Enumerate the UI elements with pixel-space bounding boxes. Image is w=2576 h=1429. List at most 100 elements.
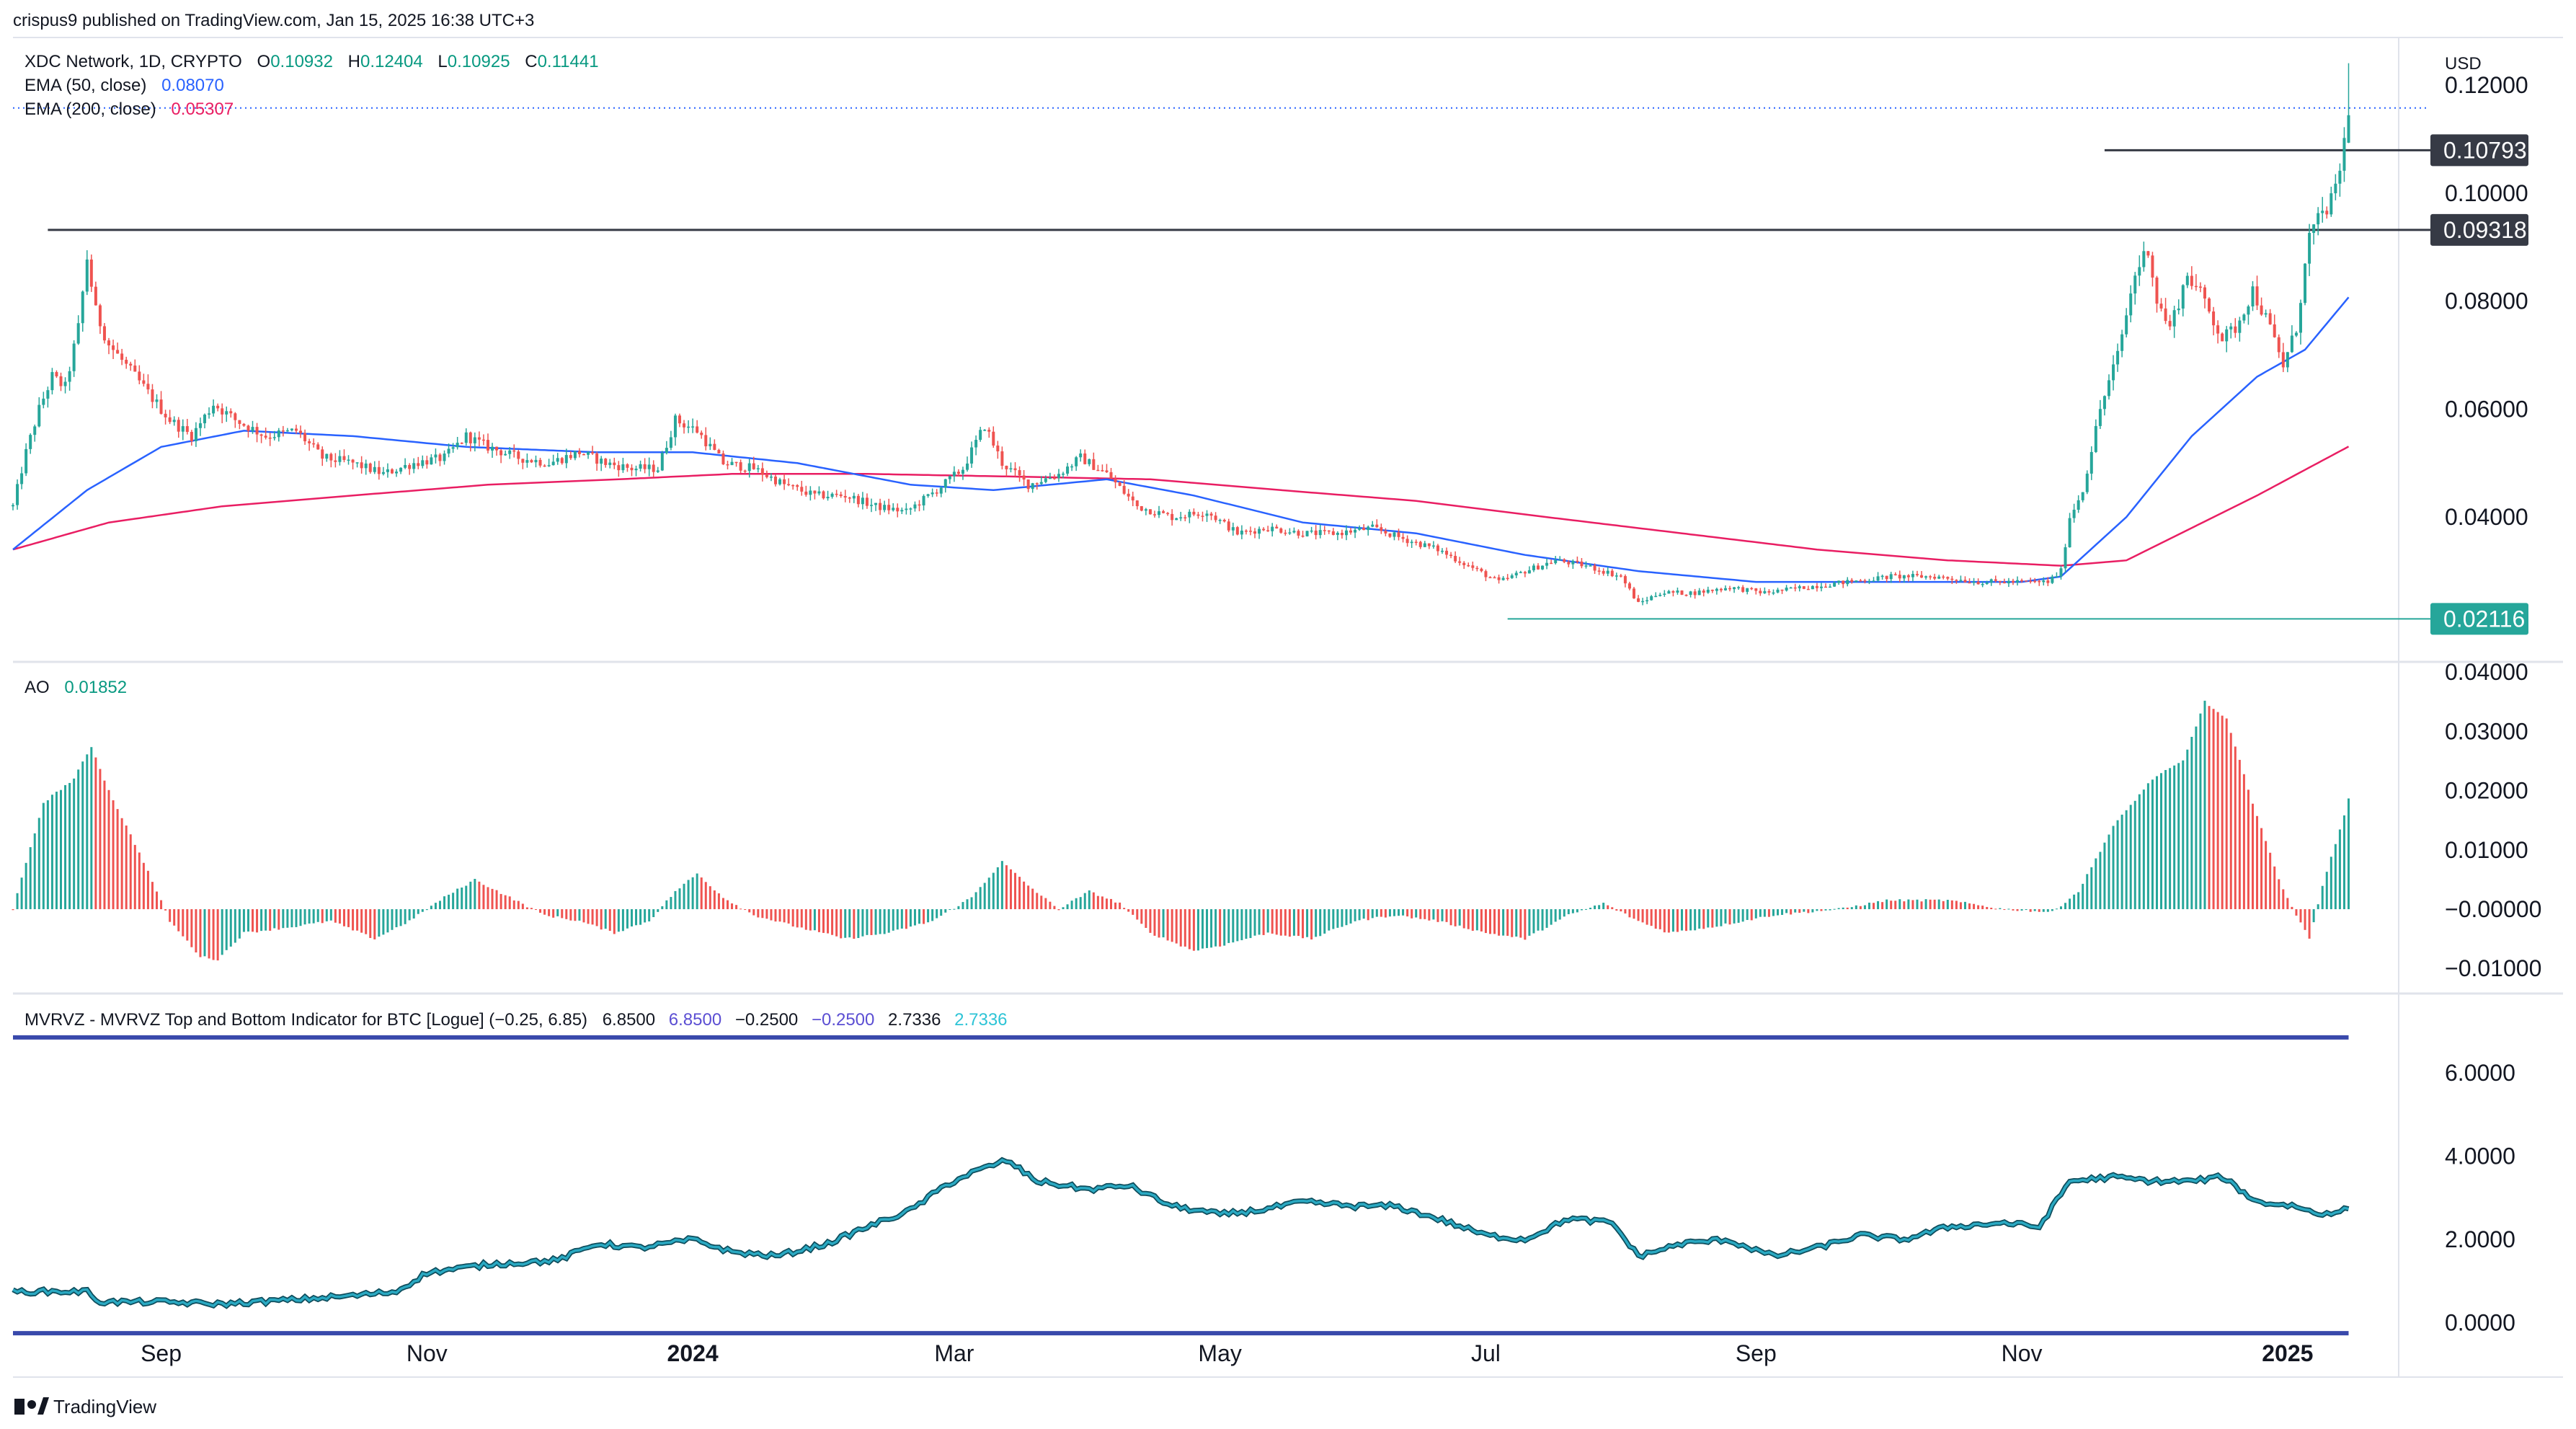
- ao-bar: [944, 909, 947, 913]
- candle-body: [1258, 528, 1261, 534]
- ao-bar: [2286, 898, 2289, 910]
- ao-bar: [548, 909, 551, 916]
- candle-body: [1593, 565, 1596, 571]
- ao-bar: [923, 909, 925, 924]
- candle-body: [499, 450, 503, 456]
- ao-bar: [913, 909, 916, 926]
- candle-body: [238, 420, 241, 424]
- ao-bar: [2082, 883, 2084, 910]
- candle-body: [50, 372, 54, 391]
- ao-bar: [1441, 909, 1444, 921]
- ao-bar: [582, 909, 585, 923]
- mvrv-panel[interactable]: 6.0000 4.0000 2.0000 0.0000: [12, 1035, 2515, 1336]
- candle-body: [20, 473, 24, 485]
- candle-body: [1052, 477, 1056, 479]
- ao-bar: [1332, 909, 1335, 929]
- candle-body: [1244, 530, 1248, 532]
- ao-bar: [195, 909, 197, 953]
- time-axis[interactable]: Sep Nov 2024 Mar May Jul Sep Nov 2025: [141, 1340, 2313, 1366]
- ao-bar: [33, 833, 36, 910]
- ao-bar: [1319, 909, 1322, 937]
- ao-bar: [696, 873, 698, 910]
- ao-bar: [927, 909, 930, 923]
- ao-bar: [1345, 909, 1348, 926]
- ao-bar: [448, 894, 450, 910]
- ao-bar: [2182, 760, 2185, 910]
- ao-bar: [1179, 909, 1182, 947]
- ao-bar: [2208, 706, 2211, 910]
- candle-body: [2081, 492, 2084, 500]
- ao-panel[interactable]: 0.04000 0.03000 0.02000 0.01000 −0.00000 −0.0…: [12, 659, 2542, 981]
- candle-body: [587, 451, 590, 455]
- ao-bar: [129, 834, 132, 910]
- ao-bar: [1480, 909, 1483, 932]
- ao-bar: [186, 909, 189, 941]
- mvrv-line-outline: [12, 1156, 2350, 1309]
- ao-bar: [1419, 909, 1422, 919]
- candle-body: [1131, 496, 1134, 501]
- ao-bar: [1467, 909, 1470, 929]
- candle-body: [804, 491, 808, 495]
- candle-body: [1693, 591, 1697, 596]
- price-panel[interactable]: 0.10793 0.09318 0.02116 0.12000 0.10000 0.080…: [12, 63, 2528, 635]
- candle-body: [660, 453, 664, 471]
- ao-bar: [1502, 909, 1505, 936]
- candle-body: [1140, 506, 1143, 511]
- time-tick-label-3: Mar: [934, 1340, 974, 1366]
- candle-body: [468, 432, 472, 443]
- candle-body: [1671, 590, 1675, 593]
- ao-bar: [90, 747, 93, 910]
- candle-body: [1802, 586, 1806, 589]
- candle-body: [1650, 596, 1653, 601]
- candle-body: [1972, 582, 1976, 583]
- candle-body: [456, 443, 459, 448]
- ao-bar: [2299, 909, 2302, 923]
- ao-bar: [1785, 909, 1788, 913]
- ao-bar: [60, 789, 63, 910]
- currency-label: USD: [2445, 54, 2482, 74]
- ao-bar: [1027, 885, 1030, 910]
- ao-bar: [721, 898, 724, 910]
- candle-body: [1344, 530, 1348, 536]
- ao-bar: [1201, 909, 1204, 949]
- candle-body: [739, 462, 742, 471]
- ao-bar: [1145, 909, 1147, 928]
- candle-body: [900, 510, 904, 512]
- price-legend: XDC Network, 1D, CRYPTO O0.10932 H0.1240…: [25, 52, 599, 119]
- ao-bar: [282, 909, 285, 929]
- ao-bar: [1411, 909, 1413, 919]
- ao-bar: [953, 908, 956, 910]
- candle-body: [1619, 575, 1622, 577]
- ao-bar: [936, 909, 938, 919]
- candle-body: [656, 470, 659, 472]
- open-value: 0.10932: [270, 52, 333, 71]
- candle-body: [242, 423, 246, 426]
- candle-body: [1924, 576, 1928, 578]
- candle-body: [1248, 531, 1252, 532]
- candle-body: [778, 479, 782, 485]
- candle-body: [259, 434, 263, 436]
- candle-body: [913, 504, 917, 509]
- candle-body: [1719, 588, 1723, 590]
- ao-bar: [169, 909, 172, 922]
- ao-bar: [2177, 763, 2180, 910]
- candle-body: [2299, 303, 2302, 333]
- ao-bar: [1066, 904, 1069, 910]
- ao-bar: [399, 909, 402, 926]
- ao-bar: [1009, 869, 1012, 910]
- candle-body: [1349, 530, 1353, 533]
- ao-bar: [2190, 737, 2193, 910]
- ao-bar: [1963, 901, 1966, 910]
- candle-body: [1310, 530, 1313, 532]
- ao-bar: [2199, 713, 2202, 910]
- ao-bar: [256, 909, 259, 933]
- ao-bar: [940, 909, 943, 916]
- level-label-0: 0.10793: [2443, 137, 2527, 163]
- candle-body: [696, 426, 699, 433]
- ao-bar: [1833, 908, 1836, 910]
- ao-bar: [1114, 902, 1117, 910]
- ao-bar: [1950, 900, 1953, 910]
- ao-bar: [1371, 909, 1374, 919]
- ao-bar: [1275, 909, 1278, 935]
